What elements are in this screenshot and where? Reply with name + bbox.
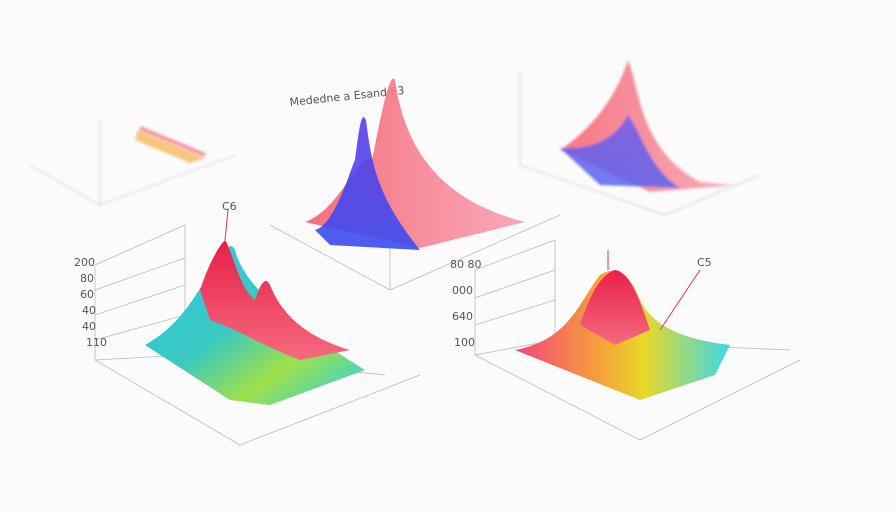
axis-label: 000 [452, 284, 473, 297]
annotation: C5 [697, 256, 712, 269]
axis-label: 40 [82, 304, 96, 317]
axis-label: 80 [80, 272, 94, 285]
axis-label: 200 [74, 256, 95, 269]
right-3d-chart: C5 [474, 239, 801, 441]
axis-label: 640 [452, 310, 473, 323]
axis-label: 80 80 [450, 258, 482, 271]
left-3d-chart: C6 [94, 200, 421, 446]
annotation: C6 [222, 200, 237, 213]
axis-label: 40 [82, 320, 96, 333]
axis-label: 110 [86, 336, 107, 349]
top-right-chart [519, 60, 761, 216]
faint-chart [29, 120, 236, 206]
axis-label: 100 [454, 336, 475, 349]
axis-label: 60 [80, 288, 94, 301]
top-chart: Mededne a Esand E3 [269, 78, 561, 291]
